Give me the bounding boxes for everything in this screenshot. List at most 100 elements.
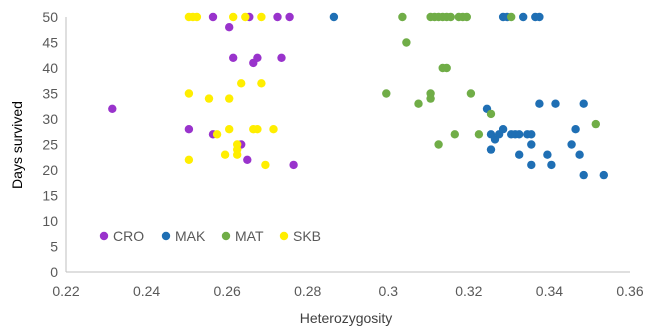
point-mat [398, 12, 407, 22]
x-tick-label: 0.28 [294, 283, 321, 299]
x-axis-label: Heterozygosity [300, 310, 393, 326]
point-skb [225, 94, 234, 103]
point-mak [527, 140, 536, 149]
point-cro [285, 12, 294, 22]
point-skb [229, 12, 238, 22]
legend-item-mak: MAK [161, 228, 206, 244]
point-skb [241, 12, 250, 22]
point-mak [543, 150, 552, 159]
data-points [108, 12, 608, 180]
point-mak [575, 150, 584, 159]
point-mat [382, 89, 391, 98]
point-skb [212, 130, 222, 139]
point-cro [253, 53, 262, 62]
point-mak [535, 12, 544, 22]
point-mak [527, 130, 536, 139]
point-skb [257, 12, 266, 22]
point-mat [466, 89, 476, 98]
point-mak [579, 170, 588, 180]
point-cro [208, 12, 218, 22]
point-skb [237, 79, 246, 88]
point-mat [474, 130, 484, 139]
y-tick-label: 30 [42, 111, 58, 127]
point-cro [229, 53, 238, 62]
point-cro [243, 155, 252, 164]
point-skb [269, 125, 278, 134]
point-cro [184, 125, 194, 134]
point-mak [527, 160, 536, 170]
y-tick-label: 15 [42, 188, 58, 204]
legend-label: MAK [175, 228, 206, 244]
point-skb [257, 79, 266, 88]
point-mak [547, 160, 556, 170]
legend-item-cro: CRO [99, 228, 144, 244]
legend-marker [279, 231, 289, 241]
point-mat [507, 12, 516, 22]
y-tick-label: 35 [42, 86, 58, 102]
point-mak [551, 99, 560, 108]
point-skb [233, 140, 242, 149]
legend-marker [221, 231, 231, 241]
y-tick-label: 10 [42, 213, 58, 229]
x-tick-label: 0.3 [379, 283, 399, 299]
point-cro [277, 53, 286, 62]
y-tick-label: 5 [50, 239, 58, 255]
point-skb [261, 160, 270, 170]
x-tick-label: 0.36 [616, 283, 643, 299]
point-mat [426, 94, 435, 103]
point-mat [442, 63, 451, 73]
point-cro [273, 12, 282, 22]
legend-marker [99, 231, 109, 241]
point-cro [108, 104, 117, 114]
legend-item-skb: SKB [279, 228, 321, 244]
point-mak [579, 99, 588, 108]
x-tick-label: 0.26 [214, 283, 241, 299]
point-mat [434, 140, 443, 149]
point-mat [462, 12, 471, 22]
point-mak [535, 99, 544, 108]
axes: 0 5 10 15 20 25 30 35 40 45 50 0.22 0.24 0.26 0.28 0.3 0… [42, 9, 643, 299]
legend-label: CRO [113, 228, 144, 244]
point-mat [446, 12, 455, 22]
point-mat [450, 130, 459, 139]
point-mak [486, 145, 496, 154]
point-skb [233, 150, 242, 159]
point-cro [225, 23, 234, 32]
y-tick-label: 40 [42, 60, 58, 76]
point-mak [519, 12, 528, 22]
point-mak [515, 150, 524, 159]
x-tick-label: 0.22 [52, 283, 79, 299]
point-skb [220, 150, 230, 159]
point-mak [599, 170, 608, 180]
point-mak [567, 140, 576, 149]
legend-label: SKB [293, 228, 321, 244]
point-cro [289, 160, 298, 170]
point-mak [571, 125, 580, 134]
point-mat [591, 119, 600, 129]
y-tick-label: 25 [42, 137, 58, 153]
legend: CRO MAK MAT SKB [99, 228, 321, 244]
legend-item-mat: MAT [221, 228, 264, 244]
x-tick-label: 0.32 [455, 283, 482, 299]
y-tick-label: 45 [42, 35, 58, 51]
point-skb [192, 12, 202, 22]
point-mat [486, 109, 496, 119]
legend-label: MAT [235, 228, 264, 244]
point-mat [414, 99, 423, 108]
point-mak [329, 12, 339, 22]
legend-marker [161, 231, 171, 241]
y-axis-label: Days survived [9, 101, 25, 189]
point-mak [498, 125, 508, 134]
x-tick-label: 0.34 [536, 283, 563, 299]
x-tick-label: 0.24 [133, 283, 160, 299]
point-skb [184, 89, 194, 98]
y-tick-label: 0 [50, 264, 58, 280]
point-skb [253, 125, 262, 134]
point-skb [184, 155, 194, 164]
point-skb [204, 94, 214, 103]
y-tick-label: 20 [42, 162, 58, 178]
point-mak [515, 130, 524, 139]
point-skb [225, 125, 234, 134]
